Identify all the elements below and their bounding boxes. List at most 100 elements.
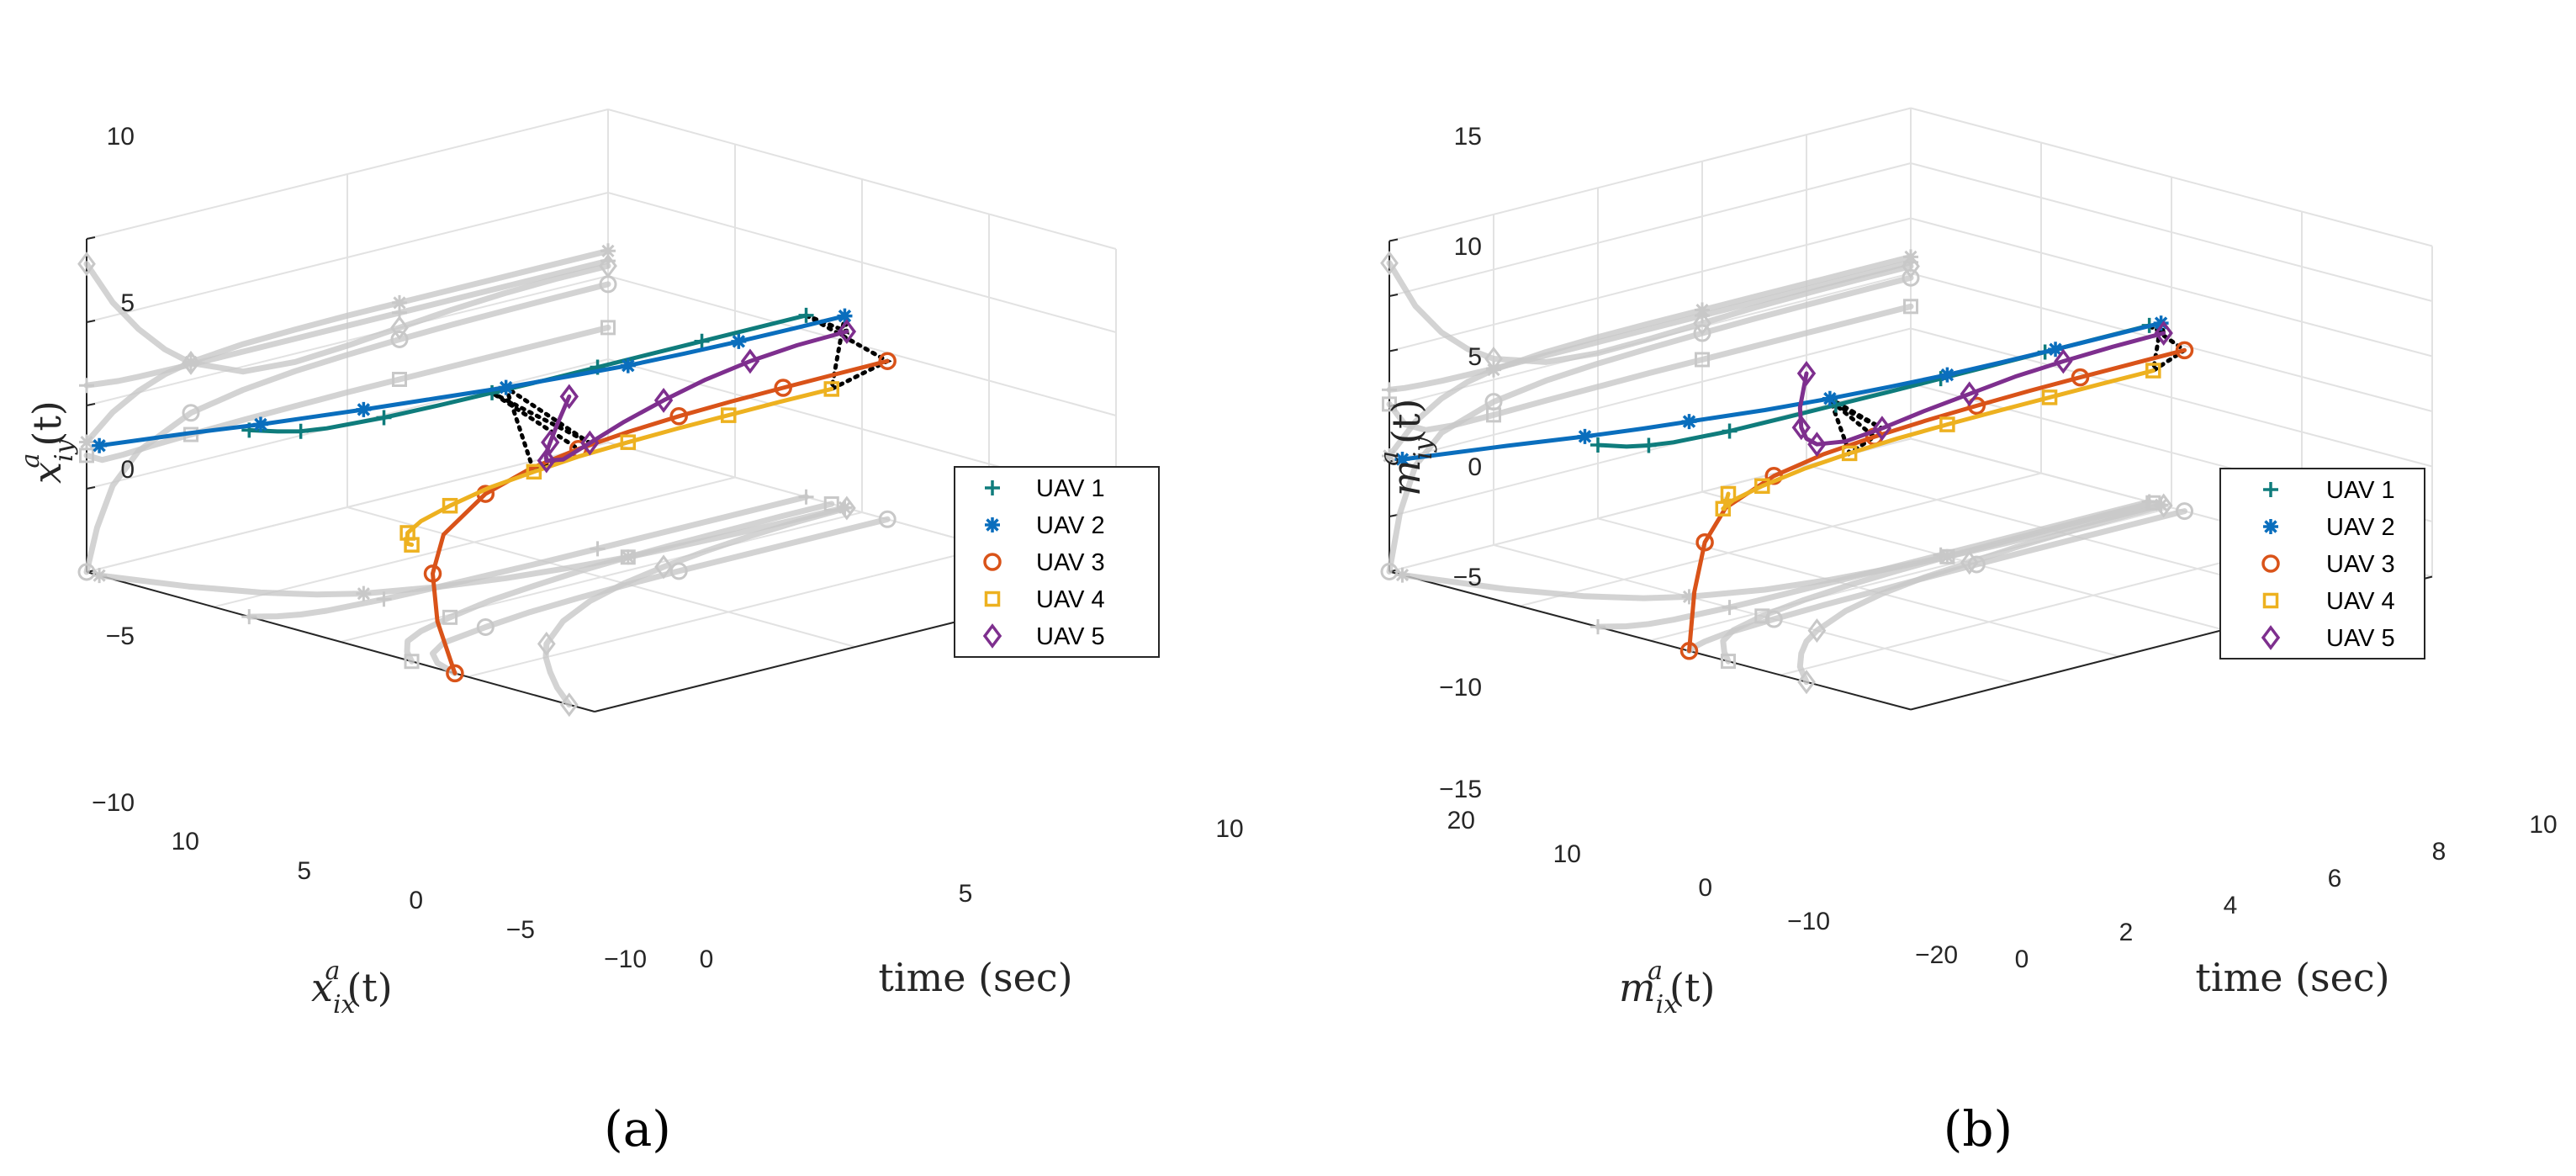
data-marker [1841,445,1858,462]
projection-floor-2 [96,504,848,598]
data-marker [2054,348,2073,374]
formation-polygon [1826,394,1884,457]
axis-tick [1389,348,1399,352]
data-marker [79,434,94,450]
data-marker [356,585,372,601]
data-marker [1382,382,1397,398]
projection-floor-5 [1796,502,2167,686]
data-marker [252,416,268,432]
data-marker [1715,501,1732,516]
data-marker [1939,548,1955,564]
panel-b: 15 10 5 0 −5 −10 −15 20 10 0 −10 −20 0 2… [1375,107,2557,1157]
data-marker [1796,360,1817,386]
data-marker [1394,567,1410,583]
grid-line [213,476,736,608]
data-marker [1720,485,1737,502]
data-marker [878,352,897,370]
data-marker [537,448,556,474]
data-marker [537,631,556,656]
data-marker [559,692,579,718]
panel-a-z-tick: −10 [92,789,135,817]
data-marker [293,423,309,439]
projection-wall-2 [83,247,611,446]
grid-line [1389,327,1912,463]
data-marker [823,381,840,397]
data-marker [2261,625,2281,650]
data-marker [2154,320,2173,346]
data-marker [654,554,673,580]
data-marker [79,378,94,394]
projection-floor-4 [1720,500,2156,665]
data-marker [404,654,420,670]
data-marker [1903,299,1918,315]
panel-a-z-tick: −5 [106,622,135,650]
data-marker [985,517,1000,532]
grid-line [86,442,609,573]
data-marker [1382,396,1397,412]
data-marker [92,568,108,584]
panel-a-z-axis-label: xiya(t) [16,400,79,484]
data-marker [442,609,458,625]
panel-a-legend-entry: UAV 5 [1036,623,1105,650]
trajectory-uav-4 [1721,368,2155,511]
data-marker [1960,381,1979,407]
data-marker [392,294,407,310]
data-marker [878,510,897,528]
data-marker [1721,654,1736,670]
data-marker [2262,592,2279,609]
data-marker [1960,550,1979,575]
panel-b-z-ticks: 15 10 5 0 −5 −10 −15 [1439,123,1482,803]
panel-a-x-tick: 5 [959,880,973,908]
axis-tick [86,236,96,240]
data-marker [1577,428,1593,444]
data-marker [446,664,464,683]
panel-b-plot-area [1380,249,2194,695]
data-marker [620,358,636,373]
grid-line [1910,327,2433,468]
data-marker [1754,608,1770,624]
data-marker [985,480,1000,495]
panel-b-x-tick: 4 [2224,892,2238,919]
projection-wall-1 [1386,259,1914,393]
data-marker [476,617,495,636]
projection-wall-5 [83,261,611,375]
data-marker [1902,253,1920,278]
data-marker [442,497,458,514]
data-marker [399,525,415,541]
data-marker [2263,482,2278,497]
panel-b-x-axis-label: time (sec) [2195,955,2389,1000]
data-marker [1791,415,1811,441]
data-marker [2154,493,2173,518]
panel-b-y-tick: 20 [1447,807,1475,834]
data-marker [599,253,617,278]
panel-b-z-tick: 0 [1468,453,1482,481]
panel-a-x-axis-label: time (sec) [878,955,1072,1000]
projection-floor-1 [246,494,810,620]
data-marker [526,464,542,480]
panel-b-legend-markers [2261,482,2281,650]
data-marker [77,252,96,277]
data-marker [2261,554,2280,573]
axis-tick [1389,514,1399,517]
panel-a-legend-entry: UAV 3 [1036,549,1105,576]
data-marker [2071,368,2090,387]
data-marker [798,307,814,323]
trajectory-uav-3 [1687,347,2187,654]
data-marker [774,379,792,397]
axis-line [1389,570,1912,711]
axis-tick [86,403,96,406]
data-marker [600,243,616,259]
panel-b-y-tick: −10 [1787,908,1830,935]
data-marker [498,379,514,395]
panel-a-y-axis-label: xixa (t) [311,956,393,1020]
grid-line [467,546,990,678]
grid-line [607,109,1117,250]
projection-wall-1 [83,257,611,389]
panel-b-z-tick: 5 [1468,343,1482,371]
panel-b-x-tick: 10 [2529,811,2557,839]
data-marker [2176,502,2193,521]
panel-b-legend-entry: UAV 5 [2326,625,2395,652]
panel-b-legend-entry: UAV 1 [2326,477,2395,504]
data-marker [731,333,747,349]
